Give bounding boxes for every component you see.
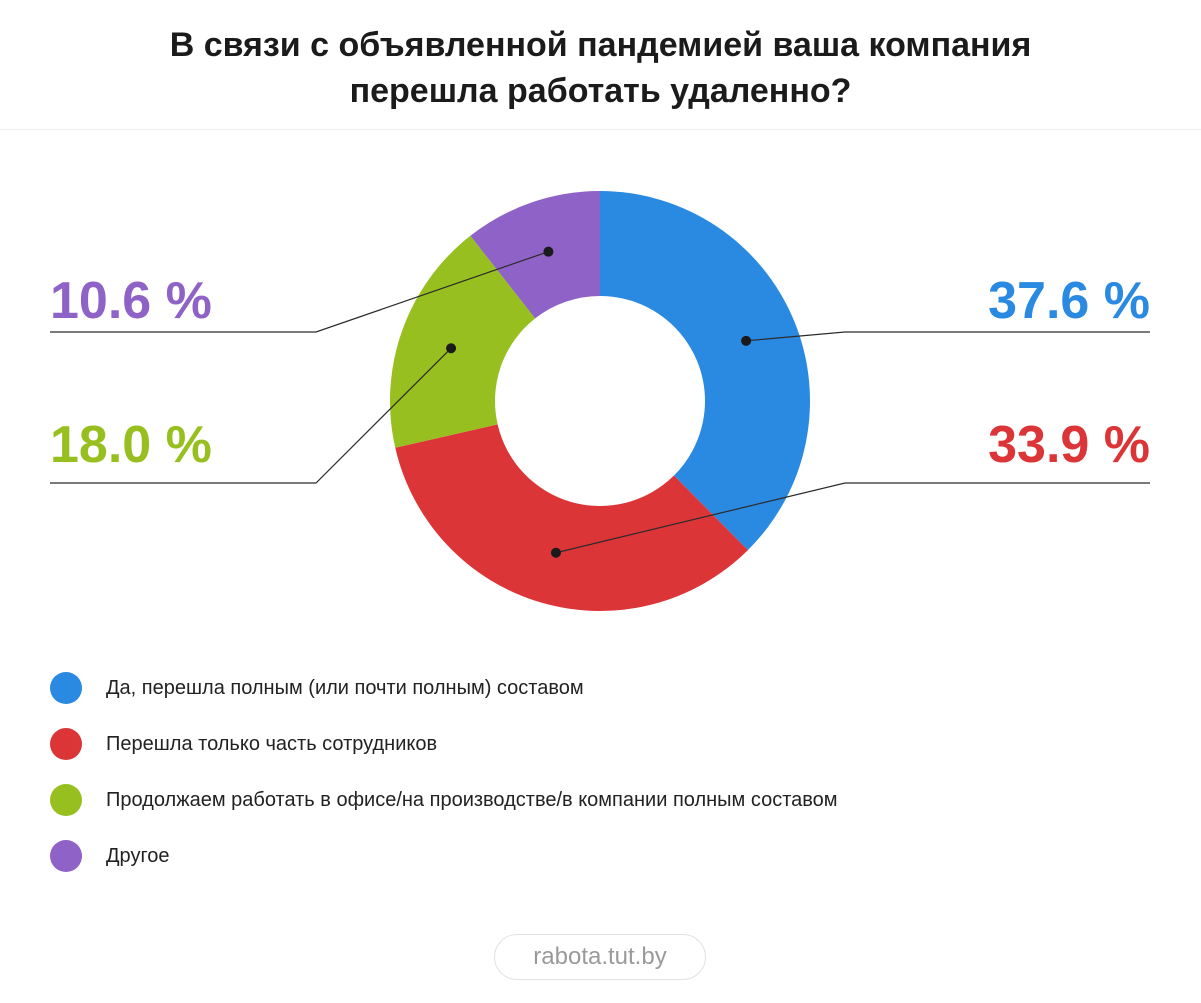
donut-slice-4 <box>470 191 600 319</box>
legend-label-3: Продолжаем работать в офисе/на производс… <box>106 788 838 811</box>
leader-dot-3 <box>446 343 457 354</box>
legend-item-2: Перешла только часть сотрудников <box>50 728 838 760</box>
legend-item-3: Продолжаем работать в офисе/на производс… <box>50 784 838 816</box>
value-label-1: 37.6 % <box>988 272 1150 330</box>
legend-item-1: Да, перешла полным (или почти полным) со… <box>50 672 838 704</box>
value-label-2: 33.9 % <box>988 416 1150 474</box>
leader-line-3 <box>50 347 452 484</box>
chart-title-line2: перешла работать удаленно? <box>349 72 852 110</box>
legend-item-4: Другое <box>50 840 838 872</box>
donut-slice-1 <box>600 191 811 551</box>
legend-swatch-1 <box>50 672 82 704</box>
leader-line-1 <box>746 331 1150 342</box>
leader-line-2 <box>555 482 1150 554</box>
donut-slice-3 <box>390 235 536 448</box>
leader-dot-4 <box>543 246 554 257</box>
title-divider <box>0 129 1201 130</box>
value-label-3: 18.0 % <box>50 416 212 474</box>
chart-title: В связи с объявленной пандемией ваша ком… <box>0 22 1201 114</box>
chart-title-line1: В связи с объявленной пандемией ваша ком… <box>169 26 1032 64</box>
legend-swatch-4 <box>50 840 82 872</box>
leader-dot-2 <box>550 547 561 558</box>
legend-label-1: Да, перешла полным (или почти полным) со… <box>106 676 584 699</box>
legend-label-2: Перешла только часть сотрудников <box>106 732 438 755</box>
legend-label-4: Другое <box>106 844 170 867</box>
chart-legend: Да, перешла полным (или почти полным) со… <box>50 672 838 896</box>
leader-dot-1 <box>741 335 752 346</box>
value-label-4: 10.6 % <box>50 272 212 330</box>
source-badge[interactable]: rabota.tut.by <box>494 934 706 980</box>
donut-slice-2 <box>395 424 748 611</box>
legend-swatch-2 <box>50 728 82 760</box>
leader-line-4 <box>50 251 549 333</box>
legend-swatch-3 <box>50 784 82 816</box>
